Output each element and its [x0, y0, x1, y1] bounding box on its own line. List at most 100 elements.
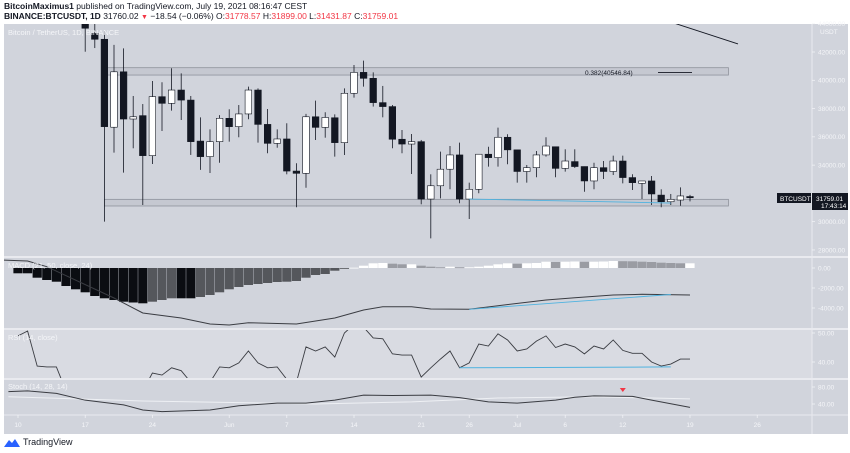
rsi-axis-label: 40.00 [818, 359, 835, 366]
candle-down [369, 78, 377, 103]
macd-histogram-bar [627, 261, 637, 268]
macd-histogram-bar [483, 265, 493, 268]
candle-down [571, 161, 579, 167]
open-value: 31778.57 [225, 11, 261, 21]
candle-up [129, 116, 137, 120]
stoch-pane[interactable] [8, 387, 691, 413]
tradingview-logo-icon [4, 438, 20, 447]
macd-histogram-bar [167, 268, 177, 299]
candle-up [273, 138, 281, 144]
candle-down [657, 194, 665, 203]
candle-up [667, 199, 675, 203]
close-value: 31759.01 [362, 11, 399, 21]
macd-histogram-bar [157, 268, 167, 300]
macd-histogram-bar [551, 262, 561, 268]
candle-up [638, 180, 646, 184]
low-label: L: [309, 11, 317, 21]
macd-histogram-bar [378, 263, 388, 268]
price-zone [104, 67, 729, 76]
macd-histogram-bar [503, 263, 513, 268]
symbol-info: BINANCE:BTCUSDT, 1D 31760.02 ▼ −18.54 (−… [4, 11, 398, 21]
candle-down [283, 138, 291, 172]
last-price-tag: 31759.01 [816, 196, 843, 203]
time-axis-label: Jun [224, 422, 235, 429]
candle-up [407, 141, 416, 145]
candle-down [81, 24, 89, 29]
macd-histogram-bar [493, 264, 503, 268]
candle-up [475, 153, 483, 190]
symbol-tag: BTCUSDT [780, 196, 811, 203]
macd-line [4, 259, 691, 326]
macd-histogram-bar [445, 266, 455, 268]
macd-histogram-bar [71, 268, 81, 290]
macd-histogram-bar [474, 266, 484, 268]
macd-histogram-bar [512, 263, 522, 268]
candle-up [206, 141, 214, 157]
time-axis-label: 10 [14, 422, 22, 429]
macd-histogram-bar [195, 268, 205, 297]
candle-up [427, 185, 435, 200]
macd-histogram-bar [349, 267, 359, 269]
macd-histogram-bar [522, 263, 532, 268]
candle-down [599, 167, 608, 172]
candle-down [647, 180, 656, 195]
candle-up [302, 116, 310, 174]
macd-histogram-bar [272, 268, 282, 282]
rsi-pane[interactable] [17, 324, 690, 408]
macd-histogram-bar [109, 268, 119, 300]
candle-up [542, 145, 550, 156]
macd-histogram-bar [99, 268, 109, 299]
candle-up [446, 154, 454, 170]
candle-down [398, 138, 406, 145]
macd-histogram-bar [589, 261, 599, 268]
rsi-trendline [459, 366, 671, 369]
price-pane[interactable]: 0.382(40546.84) [81, 0, 739, 239]
candle-down [388, 106, 397, 140]
macd-histogram-bar [61, 268, 71, 286]
candle-down [619, 160, 627, 178]
candle-down [158, 96, 166, 104]
publisher-name[interactable]: BitcoinMaximus1 [4, 1, 74, 11]
macd-histogram-bar [387, 263, 397, 268]
price-axis-label: 28000.00 [818, 247, 845, 254]
candle-down [100, 38, 108, 127]
candle-up [244, 89, 253, 115]
macd-histogram-bar [263, 268, 273, 283]
time-axis-label: 12 [619, 422, 627, 429]
macd-histogram-bar [224, 268, 234, 290]
candle-down [225, 118, 233, 127]
candle-up [494, 136, 502, 158]
macd-histogram-bar [579, 261, 589, 268]
price-axis-label: 36000.00 [818, 134, 845, 141]
publish-info: BitcoinMaximus1 published on TradingView… [4, 1, 307, 11]
last-price: 31760.02 [103, 11, 139, 21]
macd-histogram-bar [176, 268, 186, 299]
low-value: 31431.87 [316, 11, 352, 21]
macd-histogram-bar [368, 263, 378, 268]
candle-down [379, 102, 387, 107]
macd-histogram-bar [215, 268, 225, 293]
currency-label: USDT [820, 29, 838, 36]
candle-up [465, 188, 473, 200]
price-axis-label: 30000.00 [818, 219, 845, 226]
macd-histogram-bar [435, 267, 445, 269]
macd-histogram-bar [339, 268, 349, 269]
macd-histogram-bar [32, 268, 42, 278]
time-axis-label: 7 [285, 422, 289, 429]
stoch-k-line [8, 390, 691, 413]
macd-histogram-bar [282, 268, 292, 282]
tradingview-logo[interactable]: TradingView [4, 437, 73, 447]
macd-pane[interactable] [0, 259, 695, 326]
macd-axis-label: -2000.00 [818, 285, 844, 292]
candle-down [263, 124, 272, 144]
candle-down [311, 116, 320, 128]
fib-label: 0.382(40546.84) [585, 70, 633, 77]
candle-down [513, 149, 521, 172]
macd-trendline [469, 294, 671, 310]
time-axis-label: 24 [149, 422, 157, 429]
rsi-background [4, 330, 812, 378]
candle-up [168, 89, 176, 104]
rsi-axis-label: 50.00 [818, 330, 835, 337]
candle-down [359, 72, 368, 79]
